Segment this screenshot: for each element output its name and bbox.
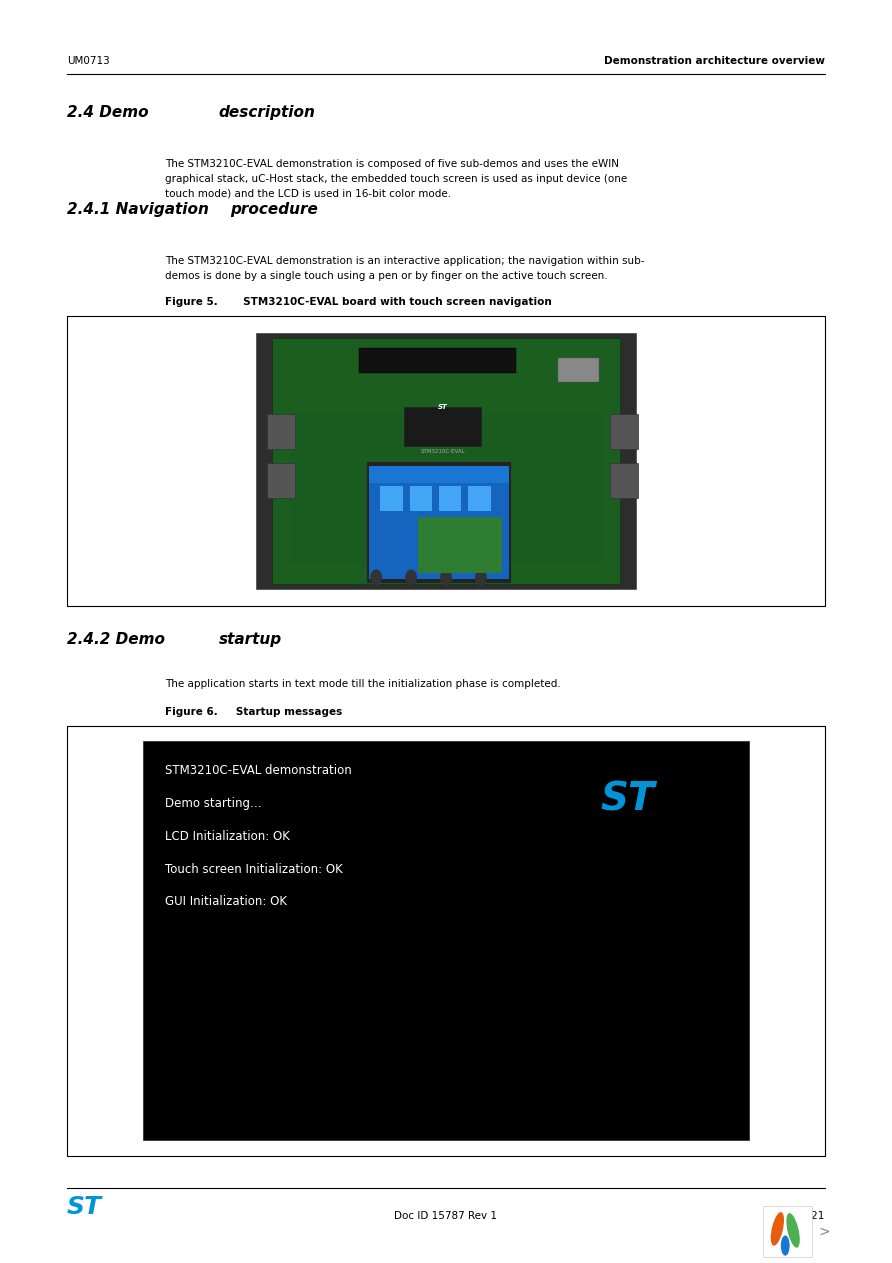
Bar	[369, 466, 508, 578]
Bar	[610, 414, 638, 448]
Ellipse shape	[787, 1214, 800, 1248]
Text: ST: ST	[438, 404, 448, 410]
Text: Figure 5.       STM3210C-EVAL board with touch screen navigation: Figure 5. STM3210C-EVAL board with touch…	[165, 297, 552, 307]
Text: >: >	[819, 1224, 830, 1239]
Text: ST: ST	[600, 781, 656, 818]
Text: Demonstration architecture overview: Demonstration architecture overview	[604, 57, 825, 66]
Bar	[67, 316, 825, 606]
Text: 2.4.1 Navigation: 2.4.1 Navigation	[67, 202, 209, 217]
Circle shape	[441, 570, 451, 585]
Bar	[143, 741, 749, 1140]
Text: STM3210C-EVAL demonstration: STM3210C-EVAL demonstration	[165, 764, 351, 777]
Bar	[268, 464, 295, 498]
Bar	[268, 414, 295, 448]
Text: LCD Initialization: OK: LCD Initialization: OK	[165, 830, 290, 842]
Text: The application starts in text mode till the initialization phase is completed.: The application starts in text mode till…	[165, 679, 561, 690]
Bar	[380, 486, 403, 512]
Bar	[439, 486, 461, 512]
Bar	[418, 517, 502, 573]
Text: The STM3210C-EVAL demonstration is an interactive application; the navigation wi: The STM3210C-EVAL demonstration is an in…	[165, 256, 645, 282]
Text: procedure: procedure	[230, 202, 318, 217]
Bar	[409, 486, 432, 512]
Bar	[289, 412, 603, 565]
Text: 2.4.2 Demo: 2.4.2 Demo	[67, 632, 165, 647]
Bar	[404, 407, 481, 446]
Bar	[558, 357, 599, 383]
Text: UM0713: UM0713	[67, 57, 110, 66]
Text: Demo starting…: Demo starting…	[165, 797, 261, 810]
Text: 2.4 Demo: 2.4 Demo	[67, 105, 149, 120]
Ellipse shape	[771, 1212, 784, 1245]
Bar	[610, 464, 638, 498]
Text: .: .	[650, 777, 655, 791]
Text: ST: ST	[67, 1195, 102, 1219]
Bar	[468, 486, 491, 512]
Ellipse shape	[780, 1235, 789, 1255]
Text: description: description	[219, 105, 316, 120]
Bar	[359, 349, 516, 373]
Bar	[67, 726, 825, 1156]
Text: STM3210C-EVAL: STM3210C-EVAL	[420, 448, 465, 453]
Bar	[257, 333, 635, 589]
Text: Figure 6.     Startup messages: Figure 6. Startup messages	[165, 707, 343, 717]
Bar	[369, 466, 508, 482]
Text: Doc ID 15787 Rev 1: Doc ID 15787 Rev 1	[394, 1211, 498, 1221]
Text: GUI Initialization: OK: GUI Initialization: OK	[165, 895, 287, 908]
Text: startup: startup	[219, 632, 282, 647]
Bar	[271, 338, 621, 584]
Text: Touch screen Initialization: OK: Touch screen Initialization: OK	[165, 863, 343, 875]
Circle shape	[406, 570, 417, 585]
Circle shape	[371, 570, 382, 585]
Text: The STM3210C-EVAL demonstration is composed of five sub-demos and uses the eWIN
: The STM3210C-EVAL demonstration is compo…	[165, 159, 627, 198]
Bar	[367, 462, 511, 582]
Text: 9/21: 9/21	[802, 1211, 825, 1221]
Bar	[763, 1206, 812, 1257]
Circle shape	[475, 570, 486, 585]
